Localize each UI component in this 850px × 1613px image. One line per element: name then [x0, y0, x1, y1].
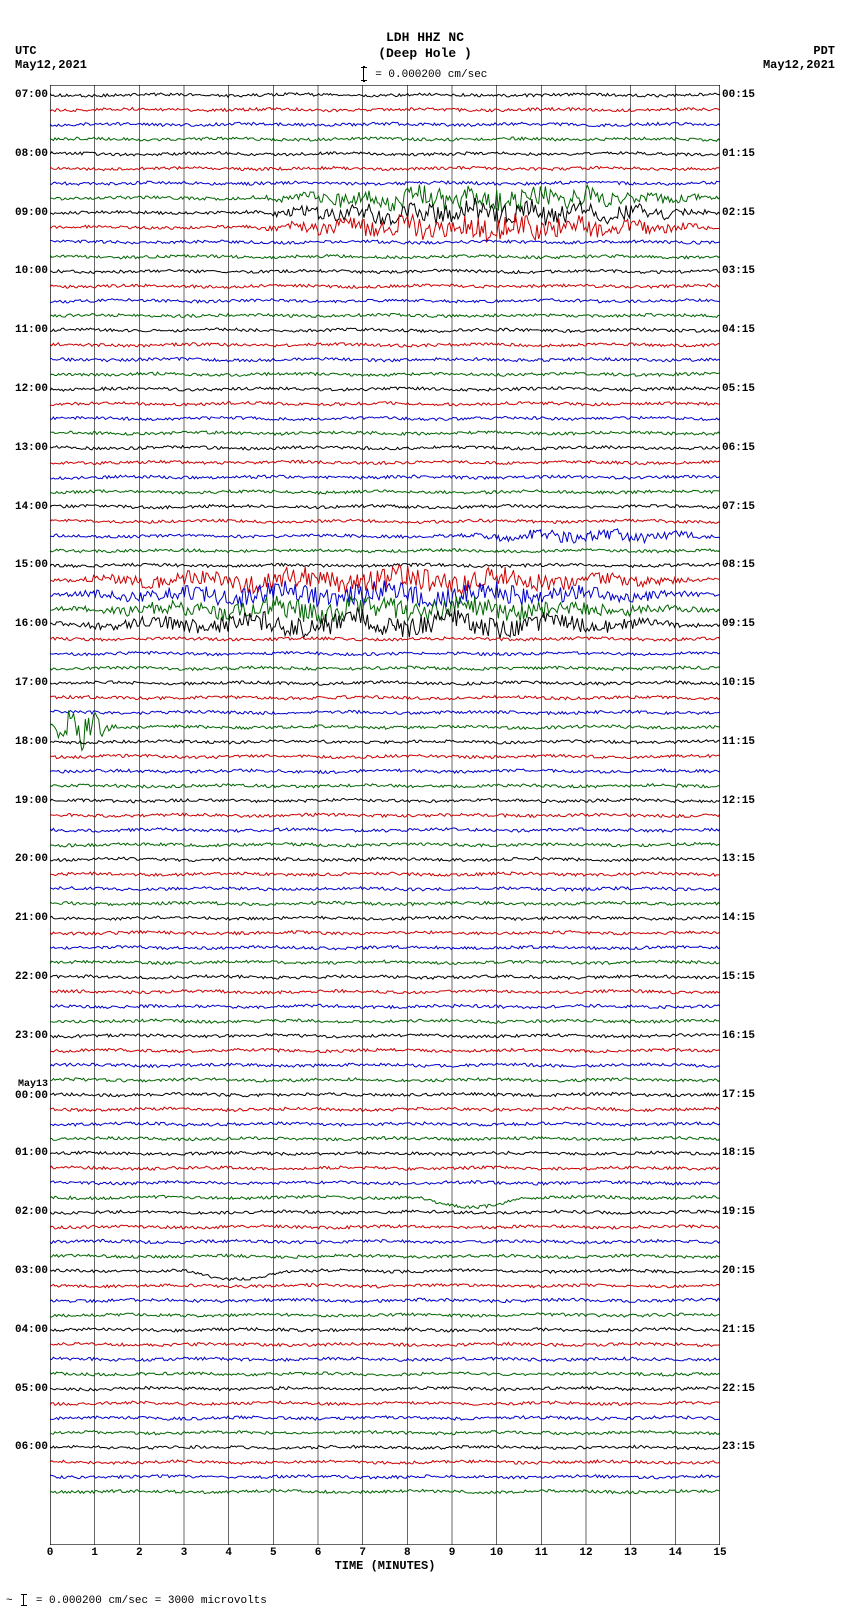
y-right-hour: 07:15: [722, 501, 768, 513]
y-left-hour: 03:00: [2, 1265, 48, 1277]
seismogram-page: LDH HHZ NC (Deep Hole ) = 0.000200 cm/se…: [0, 0, 850, 1613]
y-left-hour: 12:00: [2, 383, 48, 395]
y-left-hour: 22:00: [2, 971, 48, 983]
y-right-hour: 12:15: [722, 795, 768, 807]
helicorder-svg: [50, 85, 720, 1545]
y-left-hour: 15:00: [2, 559, 48, 571]
footer-bar-icon: [23, 1594, 25, 1606]
date-left: May12,2021: [15, 58, 87, 72]
y-right-hour: 21:15: [722, 1324, 768, 1336]
footer-note: ~ = 0.000200 cm/sec = 3000 microvolts: [6, 1594, 267, 1607]
y-left-date: May13: [2, 1079, 48, 1090]
y-left-hour: 00:00: [2, 1090, 48, 1102]
y-right-hour: 23:15: [722, 1441, 768, 1453]
y-right-hour: 19:15: [722, 1206, 768, 1218]
footer-wiggle: ~: [6, 1595, 13, 1607]
y-left-hour: 10:00: [2, 265, 48, 277]
x-tick-label: 13: [624, 1547, 637, 1559]
x-tick-label: 0: [47, 1547, 54, 1559]
y-right-hour: 11:15: [722, 736, 768, 748]
y-left-hour: 11:00: [2, 324, 48, 336]
y-left-hour: 02:00: [2, 1206, 48, 1218]
x-tick-label: 2: [136, 1547, 143, 1559]
y-left-hour: 19:00: [2, 795, 48, 807]
date-right: May12,2021: [763, 58, 835, 72]
y-left-hour: 01:00: [2, 1147, 48, 1159]
station-subtitle: (Deep Hole ): [0, 46, 850, 62]
x-tick-label: 8: [404, 1547, 411, 1559]
scale-text: = 0.000200 cm/sec: [375, 69, 487, 81]
station-header: LDH HHZ NC (Deep Hole ): [0, 30, 850, 61]
y-right-hour: 18:15: [722, 1147, 768, 1159]
y-right-hour: 01:15: [722, 148, 768, 160]
y-left-hour: 06:00: [2, 1441, 48, 1453]
tz-right: PDT: [813, 44, 835, 58]
station-title: LDH HHZ NC: [0, 30, 850, 46]
x-tick-label: 15: [713, 1547, 726, 1559]
x-tick-label: 1: [91, 1547, 98, 1559]
y-left-hour: 21:00: [2, 912, 48, 924]
y-left-hour: 23:00: [2, 1030, 48, 1042]
y-right-hour: 09:15: [722, 618, 768, 630]
x-tick-label: 7: [359, 1547, 366, 1559]
y-left-hour: 18:00: [2, 736, 48, 748]
x-tick-label: 9: [449, 1547, 456, 1559]
x-axis-label: TIME (MINUTES): [50, 1559, 720, 1573]
y-left-hour: 20:00: [2, 853, 48, 865]
y-right-hour: 02:15: [722, 207, 768, 219]
y-left-hour: 17:00: [2, 677, 48, 689]
y-left-hour: 08:00: [2, 148, 48, 160]
y-right-hour: 08:15: [722, 559, 768, 571]
y-right-hour: 16:15: [722, 1030, 768, 1042]
y-left-hour: 09:00: [2, 207, 48, 219]
y-right-hour: 17:15: [722, 1089, 768, 1101]
helicorder-plot: TIME (MINUTES) 07:0008:0009:0010:0011:00…: [50, 85, 720, 1545]
y-left-hour: 07:00: [2, 89, 48, 101]
y-right-hour: 15:15: [722, 971, 768, 983]
x-tick-label: 3: [181, 1547, 188, 1559]
x-tick-label: 14: [669, 1547, 682, 1559]
y-right-hour: 10:15: [722, 677, 768, 689]
x-tick-label: 11: [535, 1547, 548, 1559]
footer-text: = 0.000200 cm/sec = 3000 microvolts: [36, 1595, 267, 1607]
x-tick-label: 10: [490, 1547, 503, 1559]
y-right-hour: 14:15: [722, 912, 768, 924]
y-right-hour: 04:15: [722, 324, 768, 336]
y-left-hour: 04:00: [2, 1324, 48, 1336]
y-left-hour: 14:00: [2, 501, 48, 513]
y-left-hour: 13:00: [2, 442, 48, 454]
x-tick-label: 5: [270, 1547, 277, 1559]
y-right-hour: 03:15: [722, 265, 768, 277]
y-right-hour: 00:15: [722, 89, 768, 101]
x-tick-label: 6: [315, 1547, 322, 1559]
y-right-hour: 06:15: [722, 442, 768, 454]
tz-left: UTC: [15, 44, 37, 58]
x-tick-label: 4: [225, 1547, 232, 1559]
y-right-hour: 20:15: [722, 1265, 768, 1277]
x-tick-label: 12: [579, 1547, 592, 1559]
y-right-hour: 22:15: [722, 1383, 768, 1395]
y-right-hour: 13:15: [722, 853, 768, 865]
scale-bar-icon: [363, 66, 365, 82]
scale-legend: = 0.000200 cm/sec: [0, 66, 850, 82]
y-right-hour: 05:15: [722, 383, 768, 395]
y-left-hour: 16:00: [2, 618, 48, 630]
y-left-hour: 05:00: [2, 1383, 48, 1395]
